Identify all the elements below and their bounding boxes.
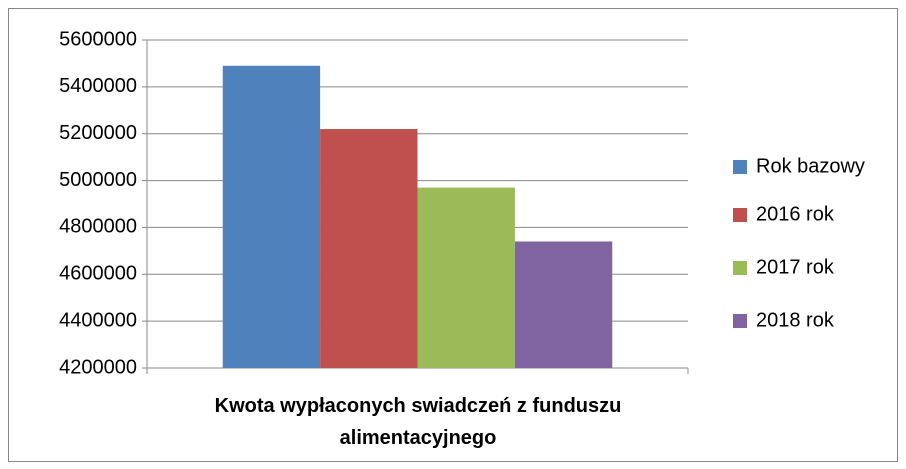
y-tick-label: 5200000 (59, 122, 137, 144)
bar (417, 187, 515, 368)
bar (320, 129, 418, 368)
legend-label: 2018 rok (756, 309, 835, 331)
y-tick-label: 4800000 (59, 216, 137, 238)
x-category-label: Kwota wypłaconych swiadczeń z funduszu a… (214, 395, 622, 449)
legend-label: 2017 rok (756, 256, 835, 278)
legend-label: 2016 rok (756, 203, 835, 225)
y-tick-label: 5000000 (59, 169, 137, 191)
y-tick-label: 4200000 (59, 356, 137, 378)
y-tick-label: 5400000 (59, 75, 137, 97)
legend-label: Rok bazowy (756, 155, 865, 177)
y-tick-label: 4600000 (59, 263, 137, 285)
y-tick-label: 4400000 (59, 309, 137, 331)
legend-swatch (733, 261, 747, 275)
legend-swatch (733, 160, 747, 174)
bar (222, 65, 321, 369)
legend-swatch (733, 208, 747, 222)
legend-swatch (733, 314, 747, 328)
bar (514, 241, 613, 368)
y-tick-label: 5600000 (59, 28, 137, 50)
